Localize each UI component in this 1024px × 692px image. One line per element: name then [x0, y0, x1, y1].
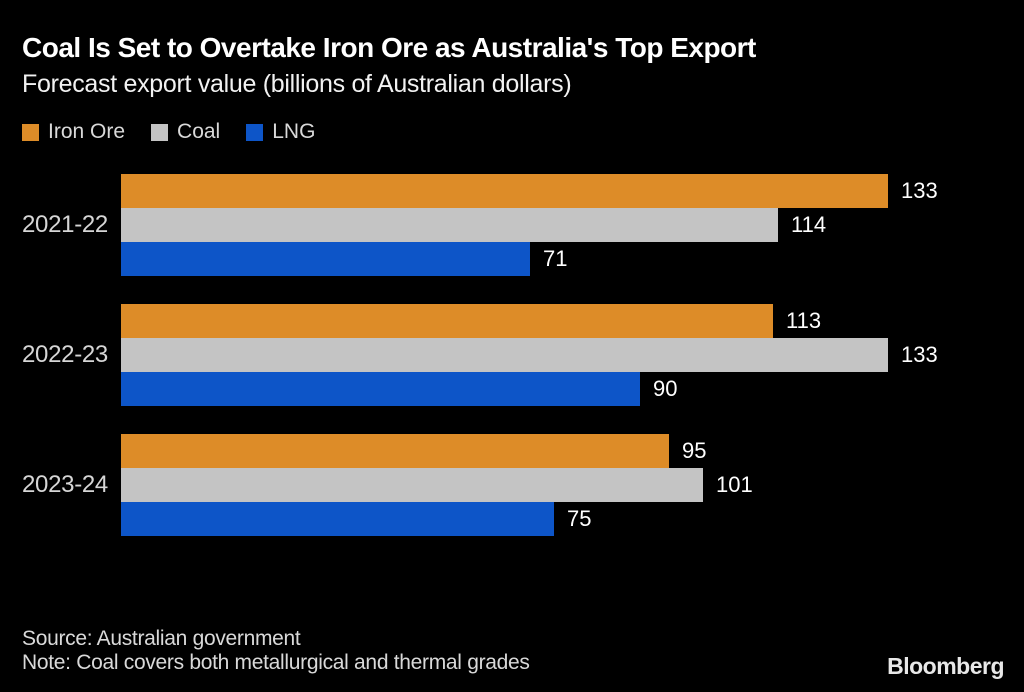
- bar-lng: [121, 502, 554, 536]
- bar-chart: 2021-22 133 114 71 2022-23 113 133 90 2023-24 95 1…: [0, 174, 1024, 564]
- value-label: 90: [653, 376, 678, 401]
- bar-lng: [121, 242, 530, 276]
- category-label: 2022-23: [22, 341, 108, 368]
- legend-item-coal: Coal: [151, 120, 220, 144]
- bars-container: 133 114 71: [121, 174, 1024, 276]
- value-label: 113: [786, 308, 822, 333]
- category-label: 2023-24: [22, 471, 108, 498]
- bar-coal: [121, 208, 778, 242]
- value-label: 101: [716, 472, 753, 497]
- bar-lng: [121, 372, 640, 406]
- value-label: 133: [901, 342, 938, 367]
- legend-swatch-icon: [22, 123, 39, 141]
- bar-row: 133: [121, 174, 1024, 208]
- legend-swatch-icon: [151, 123, 169, 141]
- category-label: 2021-22: [22, 211, 108, 238]
- legend-swatch-icon: [246, 123, 264, 141]
- value-label: 133: [901, 178, 938, 203]
- chart-subtitle: Forecast export value (billions of Austr…: [22, 70, 572, 98]
- value-label: 75: [567, 506, 592, 531]
- bar-row: 71: [121, 242, 1024, 276]
- legend-label: Coal: [177, 120, 221, 143]
- bar-row: 101: [121, 468, 1024, 502]
- chart-legend: Iron Ore Coal LNG: [22, 120, 315, 144]
- legend-item-iron-ore: Iron Ore: [22, 120, 125, 144]
- bar-row: 114: [121, 208, 1024, 242]
- chart-title: Coal Is Set to Overtake Iron Ore as Aust…: [22, 32, 756, 63]
- legend-item-lng: LNG: [246, 120, 315, 144]
- bars-container: 95 101 75: [121, 434, 1024, 536]
- bar-iron-ore: [121, 174, 888, 208]
- bar-row: 95: [121, 434, 1024, 468]
- bar-coal: [121, 338, 888, 372]
- bloomberg-logo: Bloomberg: [887, 653, 1004, 679]
- legend-label: Iron Ore: [48, 120, 126, 143]
- bar-group-2023-24: 2023-24 95 101 75: [0, 434, 1024, 536]
- bar-group-2021-22: 2021-22 133 114 71: [0, 174, 1024, 276]
- legend-label: LNG: [272, 120, 316, 143]
- bar-iron-ore: [121, 434, 669, 468]
- value-label: 114: [791, 212, 827, 237]
- bar-row: 75: [121, 502, 1024, 536]
- note-text: Note: Coal covers both metallurgical and…: [22, 651, 530, 674]
- bar-row: 113: [121, 304, 1024, 338]
- source-text: Source: Australian government: [22, 627, 301, 650]
- bar-group-2022-23: 2022-23 113 133 90: [0, 304, 1024, 406]
- bar-row: 133: [121, 338, 1024, 372]
- bar-coal: [121, 468, 703, 502]
- value-label: 95: [682, 438, 707, 463]
- value-label: 71: [543, 246, 568, 271]
- bar-row: 90: [121, 372, 1024, 406]
- bars-container: 113 133 90: [121, 304, 1024, 406]
- bar-iron-ore: [121, 304, 773, 338]
